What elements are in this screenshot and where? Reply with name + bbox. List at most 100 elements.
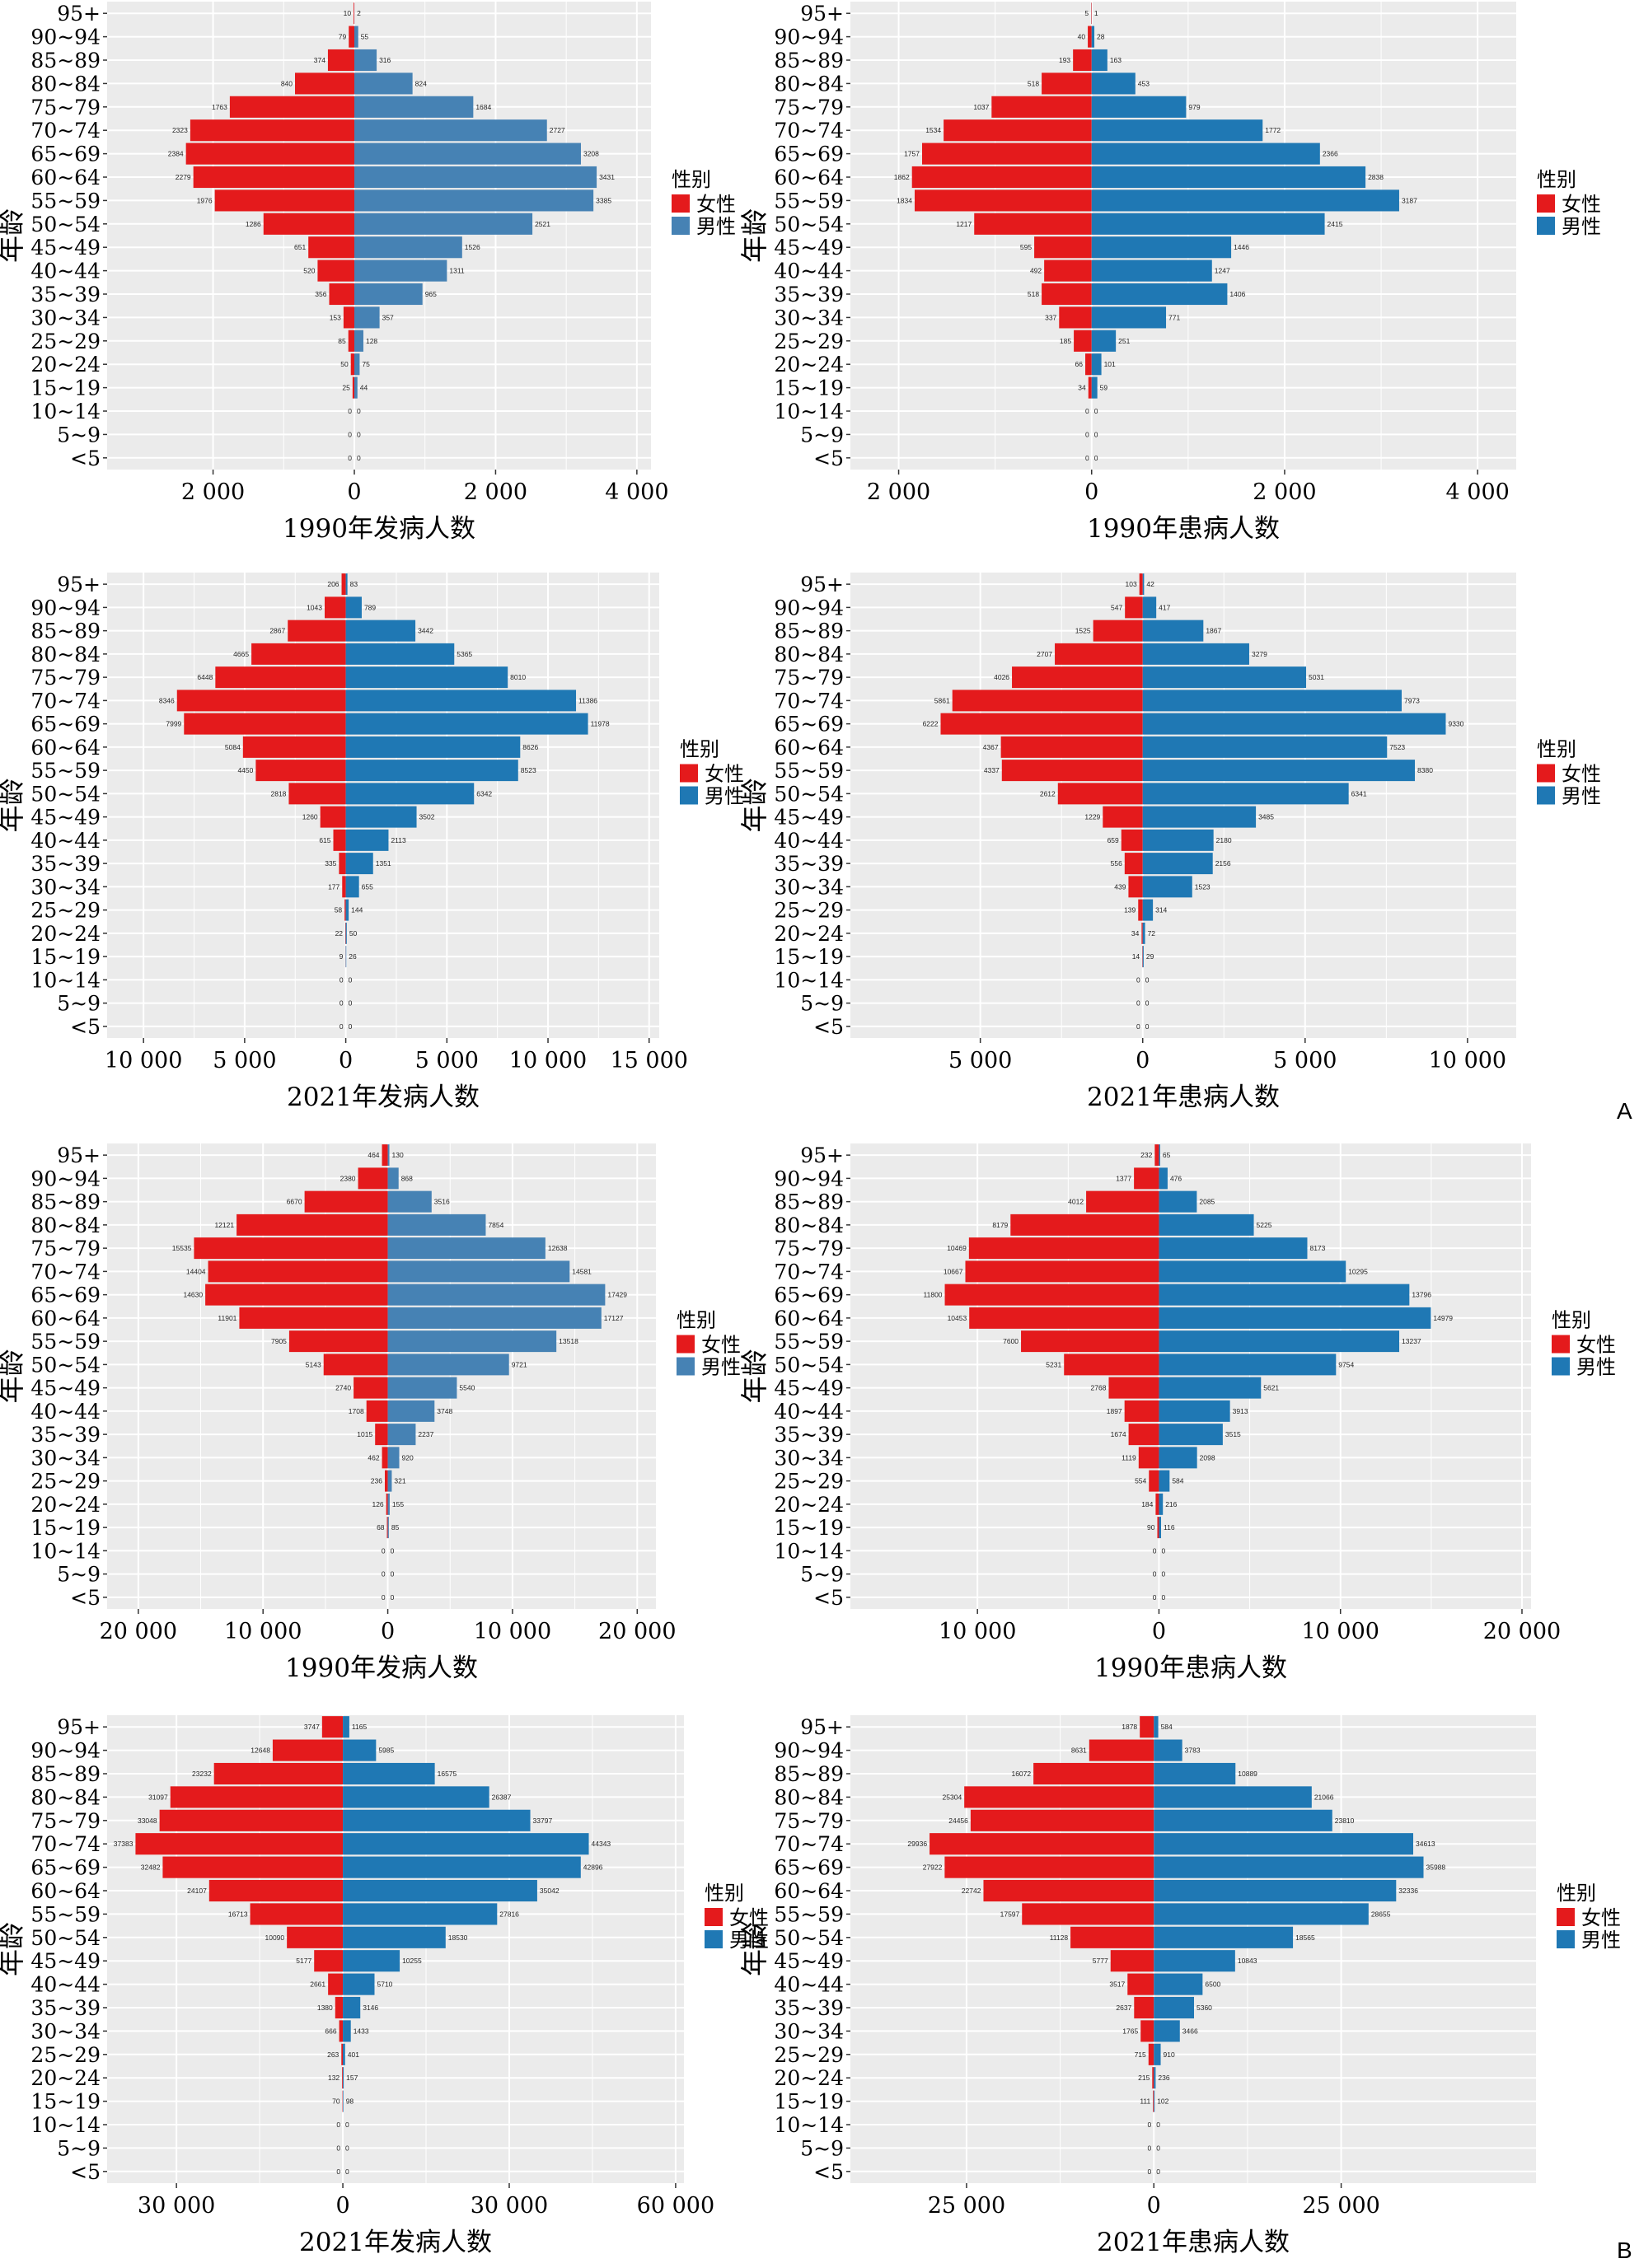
y-tick-label: 65~69	[30, 143, 101, 166]
male-data-label: 14979	[1433, 1314, 1453, 1322]
male-bar	[1142, 760, 1416, 782]
y-tick-label: 5~9	[800, 423, 844, 447]
male-data-label: 3783	[1185, 1747, 1201, 1755]
y-tick-label: 60~64	[30, 166, 101, 189]
y-axis-title: 年龄	[0, 208, 27, 263]
female-data-label: 0	[1136, 1022, 1140, 1031]
male-bar	[343, 1786, 489, 1808]
female-data-label: 439	[1114, 882, 1126, 891]
y-tick-label: 75~79	[774, 666, 844, 690]
male-data-label: 0	[1161, 1546, 1165, 1555]
female-data-label: 10667	[944, 1267, 963, 1275]
female-data-label: 2661	[310, 1980, 325, 1989]
female-bar	[384, 1470, 388, 1492]
male-bar	[1154, 1739, 1182, 1761]
legend-label-female: 女性	[1576, 1334, 1616, 1357]
male-data-label: 8173	[1309, 1244, 1325, 1252]
y-tick-label: 70~74	[774, 689, 844, 713]
male-data-label: 0	[1145, 975, 1150, 984]
y-tick-label: 40~44	[30, 1400, 101, 1424]
y-tick-label: 20~24	[774, 922, 844, 946]
y-tick-label: 5~9	[800, 2136, 844, 2160]
female-data-label: 1763	[212, 103, 227, 111]
female-bar	[1044, 260, 1092, 282]
male-data-label: 14581	[572, 1267, 592, 1275]
male-bar	[345, 946, 347, 968]
x-tick-label: 10 000	[509, 1048, 587, 1073]
female-bar	[159, 1809, 344, 1831]
male-data-label: 0	[345, 2144, 349, 2152]
plot-background	[107, 1715, 684, 2183]
male-bar	[387, 1307, 602, 1329]
male-data-label: 584	[1161, 1723, 1173, 1731]
male-bar	[354, 72, 413, 95]
male-data-label: 920	[401, 1453, 413, 1461]
male-data-label: 65	[1163, 1151, 1171, 1159]
male-data-label: 75	[362, 360, 370, 368]
male-bar	[1091, 236, 1232, 259]
female-bar	[1152, 2067, 1154, 2089]
male-bar	[1142, 829, 1214, 851]
male-data-label: 44343	[592, 1840, 611, 1848]
male-bar	[1142, 946, 1144, 968]
male-bar	[1159, 1517, 1162, 1539]
female-data-label: 0	[1085, 407, 1089, 415]
female-data-label: 1534	[925, 126, 941, 134]
male-bar	[1142, 922, 1145, 944]
female-data-label: 232	[1140, 1151, 1152, 1159]
female-data-label: 32482	[141, 1864, 161, 1872]
female-bar	[352, 376, 354, 399]
y-tick-label: 45~49	[774, 236, 844, 260]
female-data-label: 615	[319, 836, 330, 844]
female-bar	[208, 1260, 388, 1283]
male-bar	[1091, 376, 1098, 399]
female-bar	[1022, 1903, 1154, 1925]
male-data-label: 6500	[1205, 1980, 1220, 1989]
female-bar	[366, 1400, 388, 1422]
legend-label-male: 男性	[1576, 1356, 1616, 1379]
female-bar	[255, 760, 346, 782]
male-bar	[1142, 596, 1157, 619]
male-data-label: 163	[1110, 56, 1122, 64]
y-tick-label: 55~59	[774, 1902, 844, 1926]
female-bar	[1064, 1354, 1159, 1376]
y-tick-label: 65~69	[774, 1284, 844, 1307]
female-data-label: 27922	[923, 1864, 943, 1872]
female-data-label: 0	[1148, 2167, 1152, 2176]
legend-title: 性别	[677, 1309, 716, 1332]
male-data-label: 23810	[1335, 1817, 1355, 1825]
male-bar	[387, 1470, 392, 1492]
female-data-label: 132	[328, 2074, 340, 2082]
y-tick-label: 50~54	[30, 1926, 101, 1950]
female-data-label: 374	[314, 56, 325, 64]
female-bar	[1140, 2020, 1154, 2042]
legend-label-male: 男性	[1581, 1929, 1621, 1952]
y-tick-label: 25~29	[774, 899, 844, 923]
female-data-label: 2384	[168, 150, 184, 158]
male-bar	[387, 1284, 606, 1306]
female-data-label: 1229	[1084, 813, 1100, 821]
male-bar	[345, 713, 588, 735]
male-bar	[354, 283, 423, 306]
y-tick-label: 95+	[57, 2, 101, 26]
y-tick-label: 70~74	[30, 689, 101, 713]
female-data-label: 126	[372, 1500, 383, 1508]
female-data-label: 1765	[1122, 2027, 1138, 2035]
female-bar	[1057, 783, 1143, 805]
female-bar	[940, 713, 1143, 735]
male-bar	[1091, 260, 1212, 282]
male-data-label: 11386	[578, 696, 597, 704]
female-data-label: 5231	[1046, 1360, 1061, 1368]
male-bar	[1142, 736, 1388, 758]
female-data-label: 666	[325, 2027, 336, 2035]
male-data-label: 157	[346, 2074, 358, 2082]
x-tick-label: 15 000	[610, 1048, 687, 1073]
male-data-label: 1772	[1265, 126, 1281, 134]
male-data-label: 16575	[438, 1770, 457, 1778]
female-data-label: 1037	[973, 103, 989, 111]
male-bar	[1154, 1716, 1159, 1738]
female-bar	[250, 1903, 344, 1925]
x-tick-label: 30 000	[138, 2193, 215, 2219]
female-bar	[1088, 376, 1092, 399]
male-bar	[1159, 1307, 1431, 1329]
